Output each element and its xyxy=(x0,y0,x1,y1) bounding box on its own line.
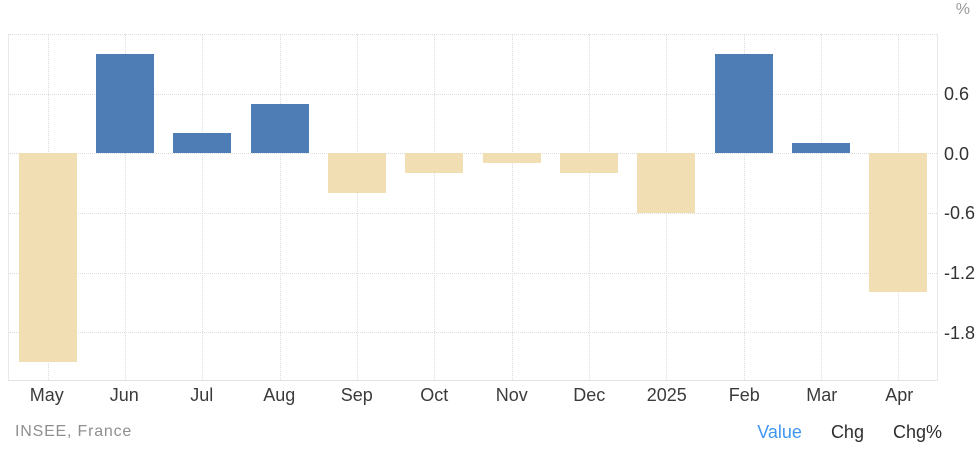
h-gridline xyxy=(9,212,937,214)
bar-may[interactable] xyxy=(18,153,77,363)
x-axis-label-may: May xyxy=(29,385,64,405)
y-axis: 0.6 0.0 -0.6 -1.2 -1.8 xyxy=(944,34,975,381)
tab-value[interactable]: Value xyxy=(757,421,802,442)
bar-feb[interactable] xyxy=(714,53,773,154)
v-gridline xyxy=(589,34,590,380)
plot-area xyxy=(8,34,938,381)
y-axis-label: -1.8 xyxy=(944,323,975,344)
h-gridline xyxy=(9,93,937,95)
x-axis-label-oct: Oct xyxy=(420,385,449,405)
x-axis-label-feb: Feb xyxy=(728,385,760,405)
x-axis: May Jun Jul Aug Sep Oct Nov Dec 2025 Feb Mar Apr xyxy=(8,384,938,406)
v-gridline xyxy=(821,34,822,380)
h-gridline xyxy=(9,332,937,334)
y-axis-label: 0.0 xyxy=(944,143,970,164)
y-axis-label: -1.2 xyxy=(944,263,975,284)
source-attribution: INSEE, France xyxy=(15,423,133,440)
x-axis-label-jul: Jul xyxy=(190,385,214,405)
x-axis-label-nov: Nov xyxy=(495,385,528,405)
bar-2025[interactable] xyxy=(637,153,696,213)
bar-apr[interactable] xyxy=(869,153,928,293)
x-axis-label-apr: Apr xyxy=(885,385,914,405)
y-axis-label: -0.6 xyxy=(944,203,975,224)
v-gridline xyxy=(125,34,126,380)
footer-mode-tabs: Value Chg Chg% xyxy=(757,422,942,443)
x-axis-label-mar: Mar xyxy=(806,385,838,405)
v-gridline xyxy=(511,34,513,380)
footer: INSEE, France Value Chg Chg% xyxy=(15,421,942,443)
bar-jul[interactable] xyxy=(173,133,232,154)
tab-chg-percent[interactable]: Chg% xyxy=(892,421,942,442)
x-axis-label-dec: Dec xyxy=(573,385,606,405)
v-gridline xyxy=(357,34,358,380)
bar-oct[interactable] xyxy=(405,153,464,174)
h-gridline xyxy=(9,153,937,155)
bar-mar[interactable] xyxy=(792,143,850,154)
bar-nov[interactable] xyxy=(482,153,541,164)
x-axis-label-sep: Sep xyxy=(340,385,373,405)
bar-jun[interactable] xyxy=(96,53,154,154)
bar-sep[interactable] xyxy=(328,153,386,194)
v-gridline xyxy=(434,34,436,380)
h-gridline xyxy=(9,272,937,274)
y-axis-unit-label: % xyxy=(955,1,970,18)
x-axis-label-2025: 2025 xyxy=(646,385,687,405)
v-gridline xyxy=(202,34,204,380)
x-axis-label-aug: Aug xyxy=(263,385,296,405)
x-axis-label-jun: Jun xyxy=(109,385,139,405)
v-gridline xyxy=(279,34,281,380)
tab-chg[interactable]: Chg xyxy=(830,421,864,442)
h-gridline xyxy=(9,34,937,35)
bar-aug[interactable] xyxy=(250,103,309,154)
y-axis-label: 0.6 xyxy=(944,83,970,104)
bar-dec[interactable] xyxy=(560,153,618,174)
v-gridline xyxy=(743,34,745,380)
